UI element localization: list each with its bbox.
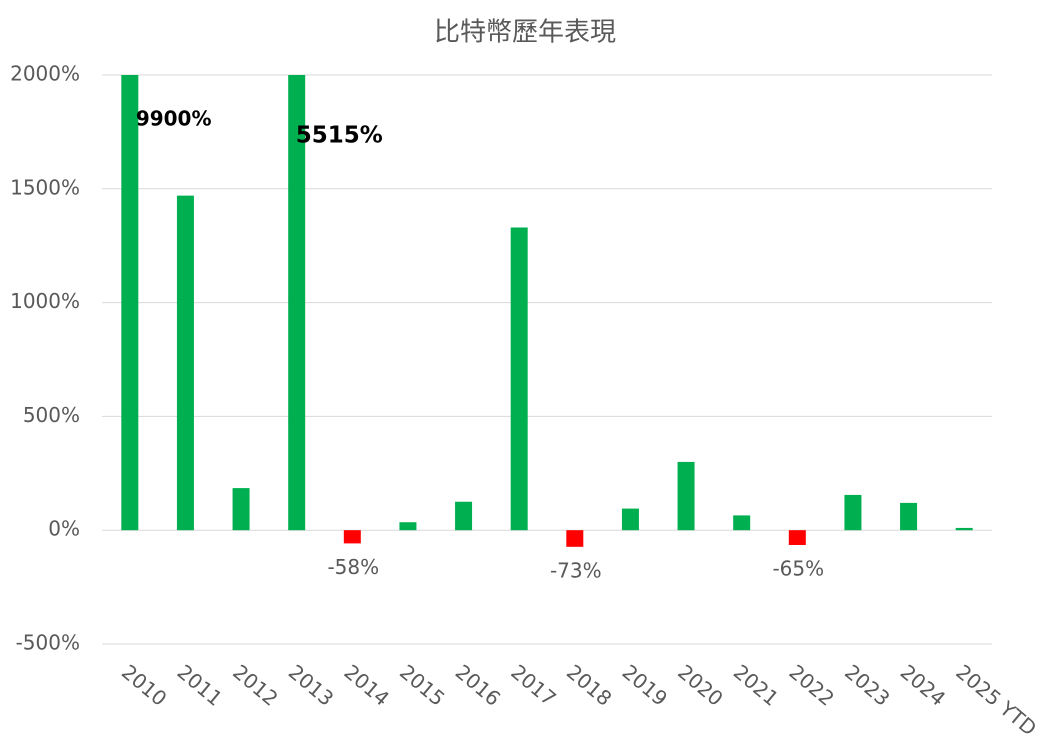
value-label: -65% bbox=[772, 556, 824, 580]
bar bbox=[176, 195, 194, 531]
x-tick-label: 2012 bbox=[228, 660, 282, 711]
y-tick-label: 1000% bbox=[10, 289, 80, 313]
y-tick-label: 500% bbox=[23, 403, 80, 427]
value-label: 5515% bbox=[296, 123, 383, 149]
x-tick-label: 2022 bbox=[785, 660, 839, 711]
value-label: -73% bbox=[550, 558, 602, 582]
bar bbox=[510, 227, 528, 531]
bar bbox=[844, 494, 862, 531]
x-tick-label: 2019 bbox=[618, 660, 672, 711]
bar bbox=[733, 515, 751, 531]
x-tick-label: 2010 bbox=[117, 660, 171, 711]
bar bbox=[566, 530, 584, 547]
x-tick-label: 2018 bbox=[562, 660, 616, 711]
bar bbox=[677, 461, 695, 531]
bar bbox=[399, 522, 417, 531]
x-tick-label: 2024 bbox=[896, 660, 950, 711]
value-label: 9900% bbox=[136, 107, 212, 131]
bar bbox=[343, 530, 361, 544]
y-tick-label: 0% bbox=[48, 517, 80, 541]
y-tick-label: -500% bbox=[16, 631, 80, 655]
bar bbox=[288, 75, 306, 531]
value-label: -58% bbox=[327, 555, 379, 579]
bar bbox=[621, 508, 639, 531]
bar bbox=[788, 530, 806, 545]
x-tick-label: 2021 bbox=[729, 660, 783, 711]
bar bbox=[121, 75, 139, 531]
x-tick-label: 2014 bbox=[340, 660, 394, 711]
y-tick-label: 2000% bbox=[10, 62, 80, 86]
bar bbox=[232, 488, 250, 531]
x-tick-label: 2015 bbox=[395, 660, 449, 711]
y-tick-label: 1500% bbox=[10, 175, 80, 199]
x-tick-label: 2023 bbox=[840, 660, 894, 711]
bar bbox=[955, 527, 973, 531]
x-tick-label: 2017 bbox=[506, 660, 560, 711]
bar bbox=[900, 502, 918, 531]
x-tick-label: 2020 bbox=[673, 660, 727, 711]
x-tick-label: 2025 YTD bbox=[951, 660, 1041, 736]
x-tick-label: 2013 bbox=[284, 660, 338, 711]
chart-title: 比特幣歷年表現 bbox=[434, 18, 616, 48]
x-tick-label: 2016 bbox=[451, 660, 505, 711]
bar bbox=[455, 501, 473, 531]
x-tick-label: 2011 bbox=[173, 660, 227, 711]
